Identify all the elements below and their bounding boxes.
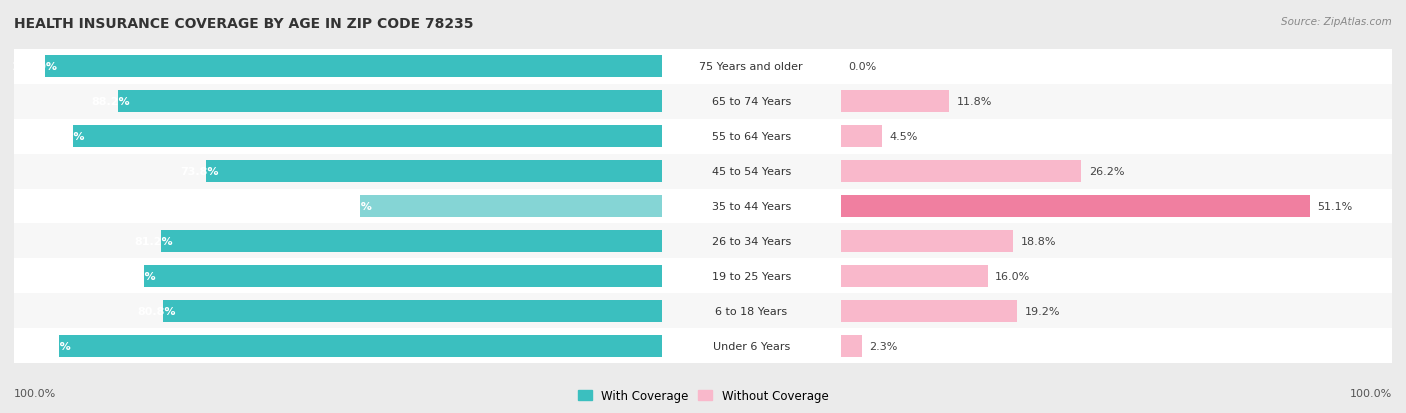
Bar [143,266,662,287]
Text: 26.2%: 26.2% [1088,166,1125,177]
Bar [163,300,662,322]
Text: 48.9%: 48.9% [333,202,373,211]
Text: 95.5%: 95.5% [46,132,84,142]
Bar [841,126,882,147]
Text: 19.2%: 19.2% [1025,306,1060,316]
Bar [14,84,662,119]
Bar [841,189,1392,224]
Bar [14,224,662,259]
Text: 84.0%: 84.0% [117,271,156,281]
Bar [73,126,662,147]
Bar [662,50,841,84]
Bar [662,224,841,259]
Bar [841,196,1310,217]
Text: 11.8%: 11.8% [956,97,991,107]
Text: 97.7%: 97.7% [32,341,72,351]
Bar [841,154,1392,189]
Text: Source: ZipAtlas.com: Source: ZipAtlas.com [1281,17,1392,26]
Bar [59,335,662,357]
Legend: With Coverage, Without Coverage: With Coverage, Without Coverage [572,385,834,407]
Bar [14,329,662,363]
Bar [841,300,1017,322]
Text: 26 to 34 Years: 26 to 34 Years [711,236,790,247]
Text: 75 Years and older: 75 Years and older [699,62,803,72]
Bar [841,335,862,357]
Bar [662,119,841,154]
Bar [14,259,662,294]
Bar [662,154,841,189]
Text: 81.2%: 81.2% [135,236,173,247]
Bar [14,189,662,224]
Bar [14,294,662,329]
Bar [841,119,1392,154]
Text: 45 to 54 Years: 45 to 54 Years [711,166,790,177]
Bar [662,84,841,119]
Text: 100.0%: 100.0% [1350,388,1392,398]
Text: 80.8%: 80.8% [138,306,176,316]
Bar [45,56,662,78]
Text: 18.8%: 18.8% [1021,236,1056,247]
Bar [160,230,662,252]
Bar [662,329,841,363]
Text: 19 to 25 Years: 19 to 25 Years [711,271,790,281]
Text: 2.3%: 2.3% [869,341,897,351]
Bar [14,119,662,154]
Bar [841,84,1392,119]
Text: 55 to 64 Years: 55 to 64 Years [711,132,790,142]
Bar [118,91,662,113]
Text: 35 to 44 Years: 35 to 44 Years [711,202,790,211]
Text: 100.0%: 100.0% [14,388,56,398]
Text: 65 to 74 Years: 65 to 74 Years [711,97,790,107]
Text: 88.2%: 88.2% [91,97,129,107]
Bar [14,50,662,84]
Text: 100.0%: 100.0% [11,62,58,72]
Text: 4.5%: 4.5% [890,132,918,142]
Bar [360,196,662,217]
Bar [841,224,1392,259]
Bar [662,189,841,224]
Bar [841,329,1392,363]
Bar [841,161,1081,183]
Text: 16.0%: 16.0% [995,271,1031,281]
Bar [662,294,841,329]
Bar [662,259,841,294]
Bar [841,259,1392,294]
Bar [841,50,1392,84]
Bar [841,266,988,287]
Bar [841,91,949,113]
Text: Under 6 Years: Under 6 Years [713,341,790,351]
Bar [207,161,662,183]
Text: 6 to 18 Years: 6 to 18 Years [716,306,787,316]
Text: 51.1%: 51.1% [1317,202,1353,211]
Text: 0.0%: 0.0% [848,62,876,72]
Bar [841,294,1392,329]
Bar [841,230,1014,252]
Text: HEALTH INSURANCE COVERAGE BY AGE IN ZIP CODE 78235: HEALTH INSURANCE COVERAGE BY AGE IN ZIP … [14,17,474,31]
Text: 73.8%: 73.8% [180,166,219,177]
Bar [14,154,662,189]
